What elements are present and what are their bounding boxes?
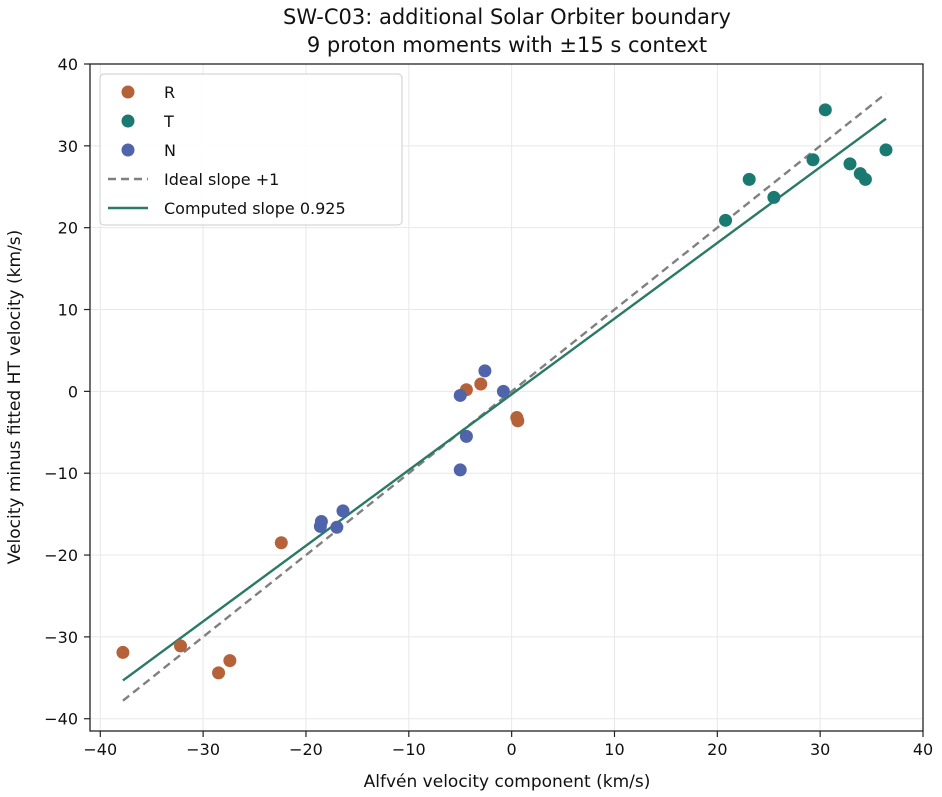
x-tick-label: −10 (392, 740, 426, 759)
point-r (474, 377, 488, 391)
point-t (858, 172, 872, 186)
chart-title: SW-C03: additional Solar Orbiter boundar… (283, 5, 731, 29)
y-tick-label: 30 (58, 137, 78, 156)
x-tick-label: 20 (707, 740, 727, 759)
point-n (478, 364, 492, 378)
x-ticks: −40 −30 −20 −10 0 10 20 30 40 (83, 731, 933, 759)
point-t (742, 172, 756, 186)
x-tick-label: −30 (186, 740, 220, 759)
point-n (453, 388, 467, 402)
point-r (511, 414, 525, 428)
legend-label-ideal: Ideal slope +1 (164, 170, 279, 189)
y-axis-label: Velocity minus fitted HT velocity (km/s) (5, 230, 25, 565)
y-tick-label: −20 (44, 546, 78, 565)
x-tick-label: 40 (913, 740, 933, 759)
x-tick-label: −40 (83, 740, 117, 759)
x-tick-label: 30 (810, 740, 830, 759)
point-t (879, 143, 893, 157)
point-n (453, 463, 467, 477)
point-r (274, 536, 288, 550)
y-tick-label: 10 (58, 301, 78, 320)
x-tick-label: 10 (604, 740, 624, 759)
legend-marker-t (121, 114, 135, 128)
legend-label-computed: Computed slope 0.925 (164, 199, 346, 218)
point-n (336, 504, 350, 518)
legend-label-r: R (164, 83, 175, 102)
point-t (843, 157, 857, 171)
point-r (223, 654, 237, 668)
x-axis-label: Alfvén velocity component (km/s) (364, 772, 651, 792)
y-tick-label: −40 (44, 710, 78, 729)
data-points (116, 103, 893, 680)
point-t (806, 153, 820, 167)
y-tick-label: 20 (58, 219, 78, 238)
point-n (314, 514, 328, 528)
computed-slope-line (122, 117, 887, 682)
point-r (116, 645, 130, 659)
y-tick-label: 0 (68, 382, 78, 401)
y-ticks: −40 −30 −20 −10 0 10 20 30 40 (44, 55, 90, 729)
x-tick-label: 0 (507, 740, 517, 759)
y-tick-label: 40 (58, 55, 78, 74)
y-tick-label: −10 (44, 464, 78, 483)
point-n (330, 520, 344, 534)
point-t (719, 213, 733, 227)
y-tick-label: −30 (44, 628, 78, 647)
legend-marker-r (121, 85, 135, 99)
point-r (173, 639, 187, 653)
legend: RTN Ideal slope +1 Computed slope 0.925 (99, 73, 403, 226)
point-n (496, 384, 510, 398)
legend-marker-n (121, 143, 135, 157)
point-t (767, 190, 781, 204)
point-r (212, 666, 226, 680)
chart-subtitle: 9 proton moments with ±15 s context (307, 33, 707, 57)
legend-label-n: N (164, 141, 176, 160)
x-tick-label: −20 (289, 740, 323, 759)
plot-frame (89, 63, 924, 732)
legend-box (99, 73, 403, 226)
point-t (818, 103, 832, 117)
point-n (459, 429, 473, 443)
legend-label-t: T (163, 112, 174, 131)
